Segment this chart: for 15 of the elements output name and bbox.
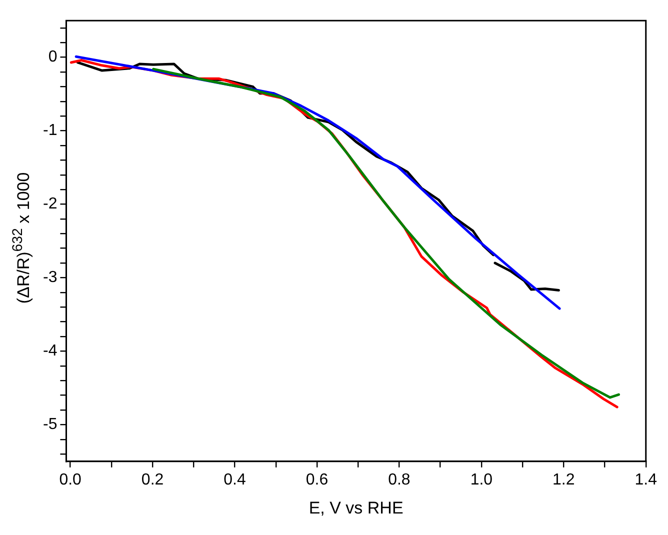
x-tick-label: 0.2 xyxy=(141,471,164,488)
x-tick-label: 0.0 xyxy=(59,471,82,488)
x-axis-title: E, V vs RHE xyxy=(308,498,404,518)
x-tick-label: 1.4 xyxy=(634,471,658,488)
y-tick-label: -3 xyxy=(42,269,58,286)
y-tick-label: -1 xyxy=(42,122,58,140)
y-tick-label: -5 xyxy=(42,416,58,434)
x-tick-label: 1.0 xyxy=(470,471,493,488)
x-tick-label: 0.4 xyxy=(224,471,246,488)
y-tick-label: -4 xyxy=(42,342,58,360)
y-tick-label: -2 xyxy=(42,196,58,213)
x-tick-label: 0.6 xyxy=(306,471,328,488)
x-tick-label: 1.2 xyxy=(552,471,575,488)
x-tick-label: 0.8 xyxy=(388,471,410,488)
y-tick-label: 0 xyxy=(48,48,58,66)
